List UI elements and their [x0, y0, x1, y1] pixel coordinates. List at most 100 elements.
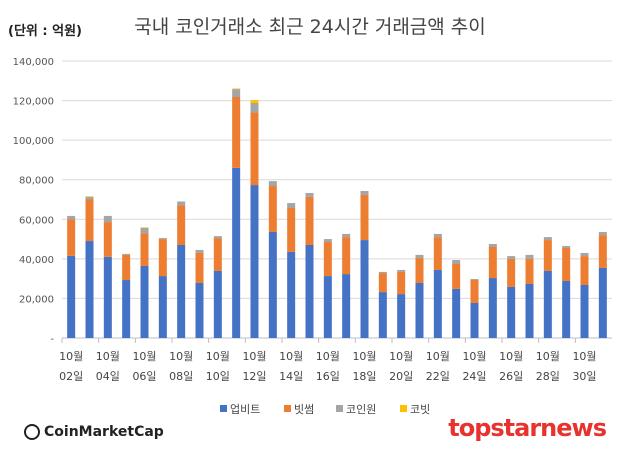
y-tick-label: 80,000: [19, 176, 54, 187]
bar-업비트: [250, 185, 259, 338]
x-tick-label-month: 10월: [279, 350, 303, 363]
bar-업비트: [397, 294, 406, 338]
legend-label: 업비트: [230, 403, 260, 416]
bar-빗썸: [213, 238, 222, 271]
bar-업비트: [360, 240, 369, 338]
cmc-logo-text: CoinMarketCap: [44, 424, 164, 440]
bar-빗썸: [195, 252, 204, 283]
bar-업비트: [268, 231, 277, 338]
bar-코인원: [67, 215, 76, 220]
bar-빗썸: [177, 205, 186, 246]
x-tick-label-day: 06일: [132, 369, 156, 383]
x-tick-label-day: 02일: [59, 369, 83, 383]
bar-업비트: [195, 282, 204, 338]
topstarnews-logo: topstarnews: [448, 414, 607, 442]
bar-코빗: [250, 99, 259, 103]
bar-빗썸: [85, 199, 94, 242]
bar-빗썸: [507, 258, 516, 287]
bar-빗썸: [397, 271, 406, 295]
bar-업비트: [525, 283, 534, 338]
bar-코인원: [268, 181, 277, 187]
bar-업비트: [323, 276, 332, 338]
bar-코인원: [452, 260, 461, 265]
x-tick-label-month: 10월: [169, 350, 193, 363]
y-tick-label: 20,000: [19, 294, 54, 305]
legend-label: 빗썸: [294, 403, 314, 416]
bar-코인원: [433, 233, 442, 238]
x-tick-label-month: 10월: [59, 350, 83, 363]
bar-빗썸: [287, 208, 296, 252]
bar-코인원: [103, 215, 112, 223]
bar-빗썸: [470, 280, 479, 303]
bar-업비트: [158, 276, 167, 338]
x-tick-label-month: 10월: [96, 350, 120, 363]
x-tick-label-day: 10일: [206, 369, 230, 383]
x-tick-label-day: 16일: [316, 369, 340, 383]
bar-코인원: [122, 253, 131, 255]
bar-업비트: [415, 282, 424, 338]
legend-swatch: [220, 405, 227, 412]
bar-업비트: [378, 292, 387, 338]
bar-빗썸: [67, 219, 76, 256]
bar-빗썸: [543, 240, 552, 271]
bar-빗썸: [525, 258, 534, 284]
x-tick-label-month: 10월: [316, 350, 340, 363]
bar-빗썸: [598, 235, 607, 268]
bar-코인원: [287, 203, 296, 209]
bar-코인원: [543, 237, 552, 241]
bar-코인원: [195, 249, 204, 253]
x-tick-label-day: 22일: [426, 369, 450, 383]
bar-업비트: [488, 278, 497, 338]
bar-코인원: [85, 196, 94, 200]
y-tick-label: 100,000: [13, 136, 54, 147]
bar-코빗: [232, 88, 241, 90]
bar-코인원: [488, 244, 497, 247]
chart-title: 국내 코인거래소 최근 24시간 거래금액 추이: [134, 16, 486, 38]
bar-빗썸: [122, 254, 131, 281]
bar-코인원: [305, 192, 314, 197]
bar-업비트: [470, 302, 479, 338]
bar-업비트: [580, 284, 589, 338]
bar-업비트: [507, 286, 516, 338]
bar-빗썸: [232, 97, 241, 168]
legend-label: 코인원: [346, 403, 376, 416]
legend-swatch: [284, 405, 291, 412]
bar-코인원: [415, 254, 424, 259]
x-tick-label-month: 10월: [499, 350, 523, 363]
x-tick-label-month: 10월: [132, 350, 156, 363]
bar-빗썸: [452, 264, 461, 289]
bar-코인원: [342, 233, 351, 238]
bar-빗썸: [140, 233, 149, 266]
bar-코인원: [323, 239, 332, 243]
unit-label: (단위 : 억원): [8, 24, 82, 39]
bar-업비트: [140, 265, 149, 338]
bar-빗썸: [580, 256, 589, 285]
x-tick-label-day: 08일: [169, 369, 193, 383]
y-tick-label: 140,000: [13, 57, 54, 68]
bar-업비트: [67, 255, 76, 338]
x-tick-label-day: 12일: [242, 369, 266, 383]
x-tick-label-month: 10월: [536, 350, 560, 363]
x-tick-label-day: 26일: [499, 369, 523, 383]
x-tick-label-month: 10월: [572, 350, 596, 363]
x-tick-label-month: 10월: [389, 350, 413, 363]
bar-업비트: [287, 251, 296, 338]
x-tick-label-day: 14일: [279, 369, 303, 383]
bar-업비트: [122, 280, 131, 338]
bar-업비트: [342, 274, 351, 338]
coinmarketcap-logo: CoinMarketCap: [24, 424, 164, 440]
bar-코인원: [250, 102, 259, 113]
legend-swatch: [336, 405, 343, 412]
x-tick-label-day: 30일: [572, 369, 596, 383]
bar-코빗: [85, 196, 94, 197]
bar-코인원: [525, 254, 534, 259]
bar-업비트: [85, 241, 94, 338]
x-tick-label-day: 04일: [96, 369, 120, 383]
bar-업비트: [177, 245, 186, 338]
bar-코빗: [140, 227, 149, 228]
bar-코인원: [470, 279, 479, 281]
bar-빗썸: [323, 242, 332, 277]
x-tick-label-day: 28일: [536, 369, 560, 383]
bar-코인원: [158, 238, 167, 240]
x-tick-label-month: 10월: [206, 350, 230, 363]
